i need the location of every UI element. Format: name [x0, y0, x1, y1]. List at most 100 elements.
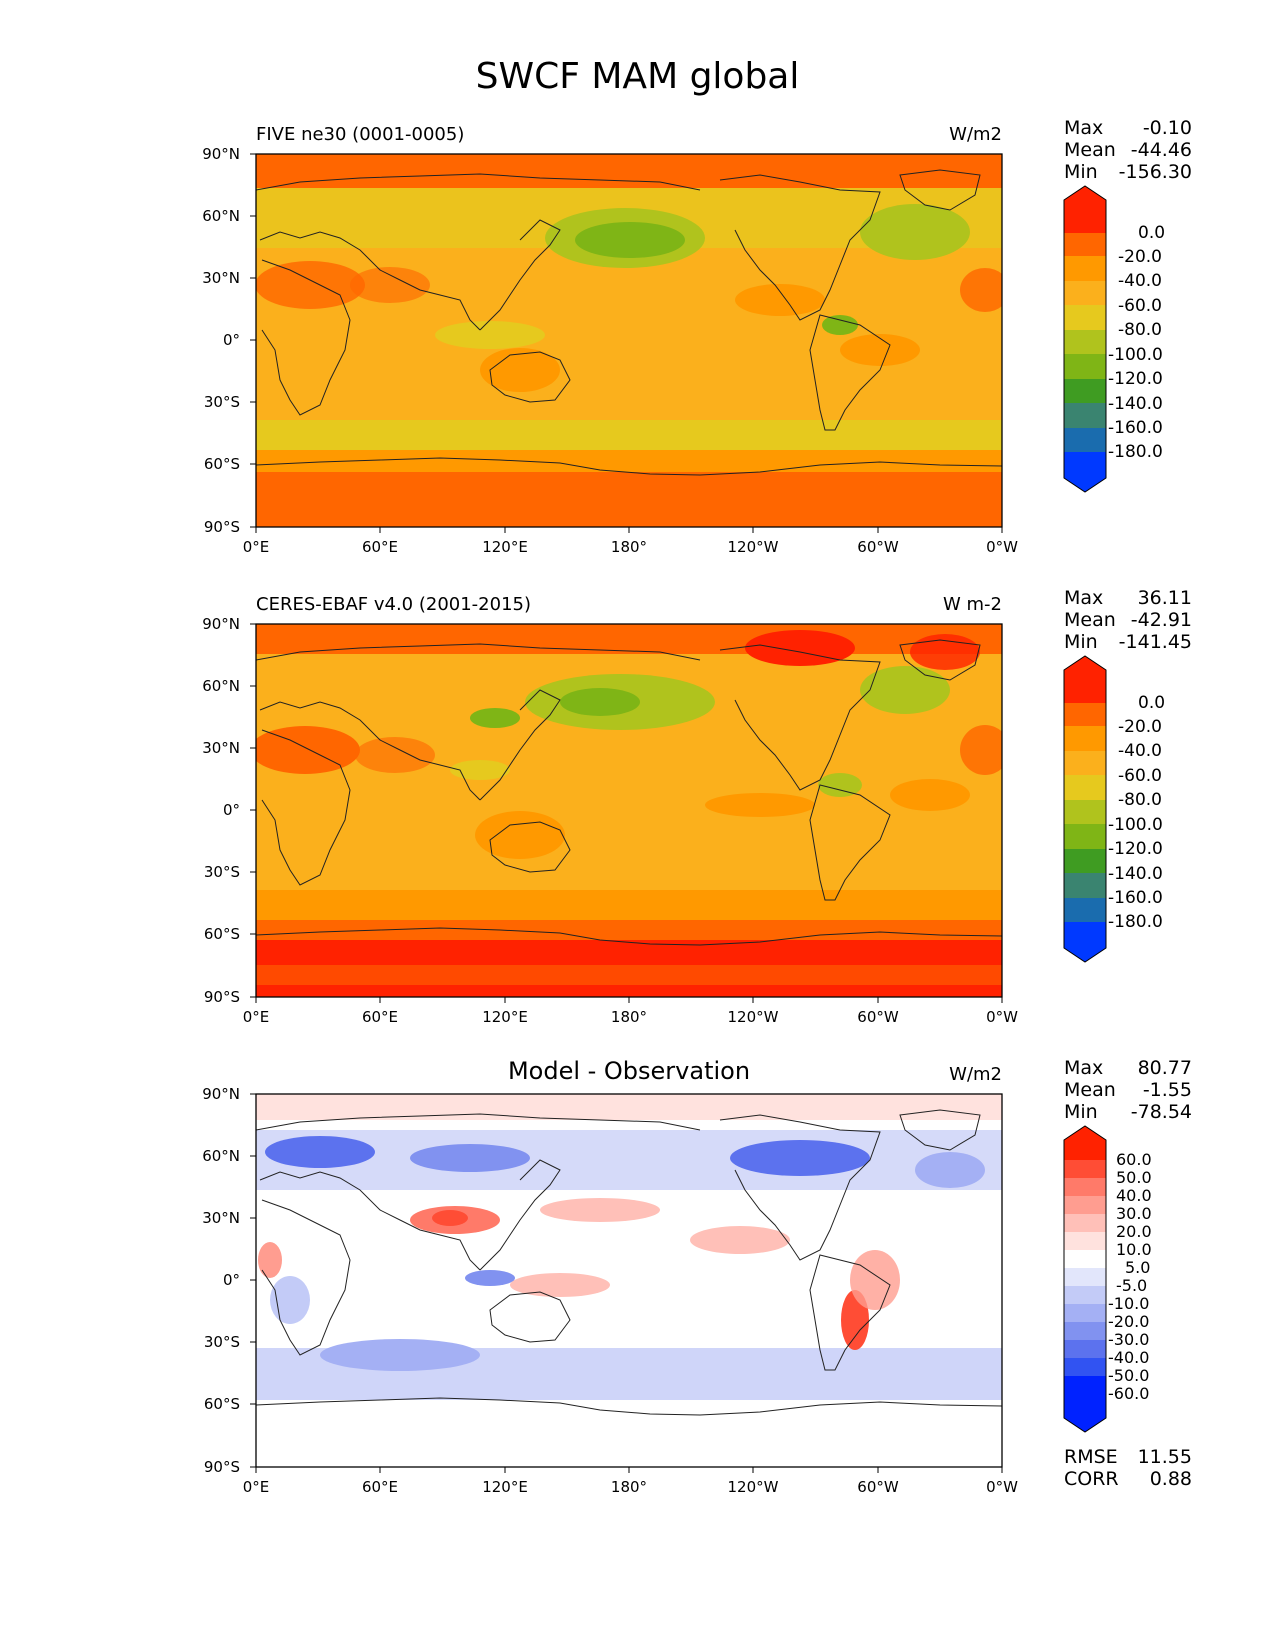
- lat-label: 0°: [222, 1271, 240, 1289]
- lon-label: 180°: [610, 1478, 648, 1496]
- field-feature-australia: [475, 811, 565, 859]
- stat-corr: CORR 0.88: [1064, 1468, 1192, 1490]
- stat-value: -42.91: [1130, 609, 1192, 631]
- colorbar-label: -60.0: [1118, 766, 1162, 786]
- error-stats-box: RMSE 11.55 CORR 0.88: [1064, 1446, 1192, 1490]
- lat-label: 90°S: [203, 518, 240, 536]
- field-feature-east-pacific: [735, 284, 825, 316]
- coastlines: [256, 1109, 1002, 1416]
- colorbar-top-arrow: [1064, 1126, 1106, 1160]
- colorbar-bin: [1064, 898, 1106, 922]
- panel-title: CERES-EBAF v4.0 (2001-2015): [256, 594, 532, 615]
- colorbar-bin: [1064, 379, 1106, 403]
- field-feature-east-atlantic: [960, 268, 1002, 312]
- coastline-north-america: [719, 174, 881, 321]
- stat-label: Max: [1064, 1057, 1104, 1079]
- colorbar-label: -140.0: [1108, 394, 1163, 414]
- colorbar-bin: [1064, 1340, 1106, 1358]
- diff-feature-south-africa: [270, 1276, 310, 1324]
- colorbar-label: 30.0: [1116, 1204, 1152, 1223]
- coastline-eurasia-europe: [256, 643, 701, 801]
- stat-label: Min: [1064, 1101, 1098, 1123]
- field-band-antarctic: [256, 472, 1002, 527]
- colorbar-label: -160.0: [1108, 888, 1163, 908]
- colorbar-label: -5.0: [1116, 1276, 1148, 1295]
- coastline-south-america: [809, 1254, 891, 1371]
- coastline-eurasia-europe: [256, 1113, 701, 1271]
- colorbar-label: -30.0: [1108, 1330, 1150, 1349]
- stat-label: Mean: [1064, 609, 1116, 631]
- colorbar-label: -100.0: [1108, 815, 1163, 835]
- lat-label: 0°: [222, 801, 240, 819]
- colorbar-label: 0.0: [1138, 693, 1166, 713]
- colorbar-bin: [1064, 1304, 1106, 1322]
- field-feature-north-pacific-core: [575, 222, 685, 258]
- field-band-arctic: [256, 624, 1002, 654]
- field-feature-sahara: [256, 261, 365, 309]
- lat-label: 30°N: [202, 1209, 240, 1227]
- colorbar-label: -100.0: [1108, 345, 1163, 365]
- colorbar-label: -40.0: [1118, 741, 1162, 761]
- stats-box: Max 80.77 Mean -1.55 Min -78.54: [1064, 1057, 1192, 1123]
- coastline-antarctica: [256, 927, 1002, 946]
- colorbar-label: 5.0: [1125, 1258, 1151, 1277]
- lat-label: 60°S: [203, 1395, 240, 1413]
- coastline-antarctica: [256, 457, 1002, 476]
- coastline-greenland: [899, 169, 981, 211]
- colorbar-outline: [1063, 1125, 1107, 1433]
- stat-value: -0.10: [1142, 117, 1192, 139]
- lat-label: 30°N: [202, 269, 240, 287]
- colorbar-label: -120.0: [1108, 839, 1163, 859]
- stat-label: RMSE: [1064, 1446, 1118, 1468]
- coastline-south-america: [809, 784, 891, 901]
- colorbar-bin: [1064, 800, 1106, 824]
- colorbar-bin: [1064, 873, 1106, 898]
- colorbar-bin: [1064, 1250, 1106, 1268]
- coastline-asia-east: [479, 219, 561, 331]
- stat-min: Min -156.30: [1064, 161, 1192, 183]
- stats-box: Max -0.10 Mean -44.46 Min -156.30: [1064, 117, 1192, 183]
- panel-title: Model - Observation: [507, 1057, 751, 1085]
- colorbar-label: 20.0: [1116, 1222, 1152, 1241]
- field-band-southern-ocean: [256, 890, 1002, 920]
- colorbar-bin: [1064, 1322, 1106, 1340]
- diff-feature-east-pacific: [690, 1226, 790, 1254]
- field-feature-north-pacific-core: [560, 688, 640, 716]
- colorbar-outline: [1063, 185, 1107, 493]
- colorbar-bin: [1064, 1286, 1106, 1304]
- axis-ticks: [250, 623, 1003, 1003]
- diff-feature-south-america: [850, 1250, 900, 1310]
- field-feature-north-atlantic: [860, 666, 950, 714]
- colorbar-label: 10.0: [1116, 1240, 1152, 1259]
- colorbar-label: -40.0: [1118, 271, 1162, 291]
- colorbar-label: -180.0: [1108, 442, 1163, 462]
- colorbar-label: -10.0: [1108, 1294, 1150, 1313]
- field-band-south-ring: [256, 920, 1002, 940]
- stat-rmse: RMSE 11.55: [1064, 1446, 1192, 1468]
- colorbar-bin: [1064, 751, 1106, 775]
- colorbar-bin: [1064, 775, 1106, 800]
- field-feature-south-atlantic: [840, 334, 920, 366]
- stat-label: Min: [1064, 631, 1098, 653]
- stat-value: -78.54: [1130, 1101, 1192, 1123]
- colorbar-label: -20.0: [1108, 1312, 1150, 1331]
- colorbar-bin: [1064, 281, 1106, 305]
- stats-box: Max 36.11 Mean -42.91 Min -141.45: [1064, 587, 1192, 653]
- axis-ticks: [250, 1093, 1003, 1473]
- lon-label: 120°E: [482, 1008, 528, 1026]
- colorbar-label: -40.0: [1108, 1348, 1150, 1367]
- map-plot: [250, 1093, 1107, 1473]
- coastline-australia: [489, 1291, 571, 1343]
- panel-difference: Model - Observation W/m2: [0, 1057, 1275, 1530]
- lon-label: 60°W: [857, 538, 899, 556]
- colorbar-bin: [1064, 1214, 1106, 1232]
- lat-label: 0°: [222, 331, 240, 349]
- colorbar-label: -140.0: [1108, 864, 1163, 884]
- stat-min: Min -78.54: [1064, 1101, 1192, 1123]
- coastline-south-america: [809, 314, 891, 431]
- colorbar-label: -20.0: [1118, 717, 1162, 737]
- panel-units: W/m2: [949, 124, 1002, 145]
- lon-label: 120°E: [482, 1478, 528, 1496]
- lat-label: 30°S: [203, 863, 240, 881]
- colorbar-bottom-arrow: [1064, 1376, 1106, 1432]
